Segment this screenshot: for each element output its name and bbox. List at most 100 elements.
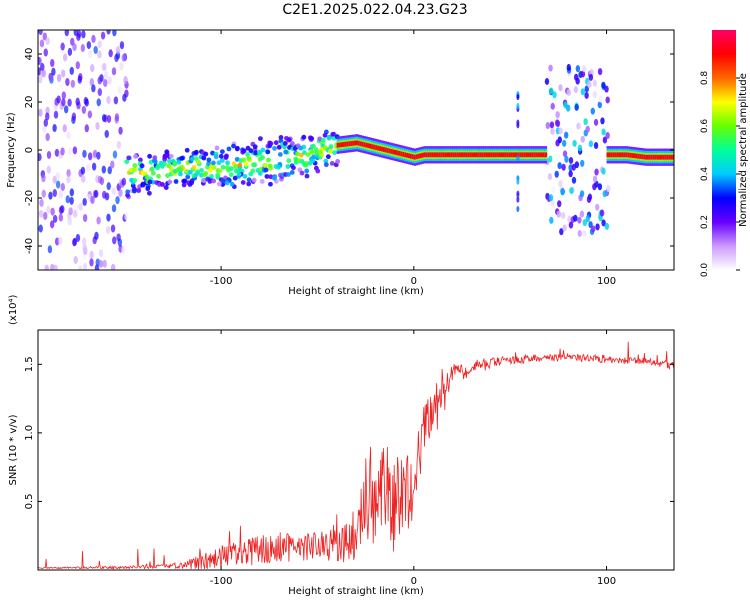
heatmap-cell <box>585 215 591 223</box>
heatmap-cell <box>260 155 265 160</box>
heatmap-cell <box>216 181 222 187</box>
heatmap-cell <box>551 186 556 194</box>
heatmap-cell <box>452 152 455 158</box>
heatmap-cell <box>72 237 78 246</box>
heatmap-cell <box>237 162 243 168</box>
heatmap-cell <box>592 79 598 87</box>
heatmap-cell <box>548 194 554 202</box>
heatmap-cell <box>588 73 594 81</box>
heatmap-cell <box>369 143 372 149</box>
heatmap-cell <box>74 203 80 212</box>
heatmap-cell <box>361 141 365 147</box>
heatmap-cell <box>99 177 105 186</box>
x-tick-label: 100 <box>597 576 616 587</box>
heatmap-cell <box>408 153 411 159</box>
heatmap-cell <box>392 149 395 155</box>
heatmap-cell <box>329 160 335 166</box>
heatmap-cell <box>223 155 229 160</box>
heatmap-cell <box>601 128 606 136</box>
heatmap-cell <box>169 153 174 159</box>
heatmap-cell <box>558 127 563 135</box>
heatmap-cell <box>318 149 323 155</box>
heatmap-cell <box>583 118 588 126</box>
heatmap-cell <box>263 167 269 173</box>
heatmap-cell <box>394 150 397 155</box>
heatmap-cell <box>573 214 578 222</box>
heatmap-cell <box>550 127 555 135</box>
heatmap-cell <box>584 91 589 99</box>
heatmap-cell <box>125 189 131 195</box>
heatmap-cell <box>580 70 586 78</box>
heatmap-cell <box>377 145 380 151</box>
heatmap-cell <box>282 140 288 146</box>
heatmap-cell <box>161 161 167 167</box>
heatmap-cell <box>82 214 88 223</box>
heatmap-cell <box>58 190 63 199</box>
heatmap-cell <box>396 150 399 156</box>
heatmap-cell <box>648 154 652 160</box>
heatmap-cell <box>206 157 212 163</box>
heatmap-cell <box>122 93 127 102</box>
heatmap-cell <box>411 154 415 160</box>
heatmap-cell <box>58 213 64 222</box>
heatmap-cell <box>544 77 550 85</box>
heatmap-cell <box>56 73 62 82</box>
heatmap-cell <box>386 148 390 153</box>
heatmap-cell <box>427 152 430 158</box>
heatmap-cell <box>554 170 559 178</box>
heatmap-cell <box>60 147 65 156</box>
heatmap-cell <box>431 152 434 158</box>
heatmap-cell <box>516 196 520 203</box>
heatmap-cell <box>298 152 304 158</box>
heatmap-cell <box>575 77 580 85</box>
heatmap-cell <box>164 149 170 155</box>
heatmap-cell <box>182 178 188 184</box>
heatmap-cell <box>61 91 67 100</box>
heatmap-cell <box>388 148 391 154</box>
heatmap-cell <box>562 150 568 158</box>
heatmap-cell <box>73 255 78 264</box>
heatmap-cell <box>139 163 145 169</box>
heatmap-cell <box>233 164 239 169</box>
heatmap-cell <box>104 129 109 138</box>
heatmap-cell <box>456 152 459 158</box>
x-tick-label: -100 <box>210 576 233 587</box>
heatmap-cell <box>574 161 580 169</box>
heatmap-cell <box>332 150 338 156</box>
heatmap-cell <box>101 114 107 123</box>
heatmap-cell <box>462 152 465 158</box>
heatmap-cell <box>51 67 56 76</box>
heatmap-cell <box>354 140 357 146</box>
heatmap-cell <box>67 98 72 107</box>
heatmap-cell <box>325 154 331 160</box>
heatmap-cell <box>335 158 341 164</box>
heatmap-cell <box>59 81 64 90</box>
heatmap-cell <box>45 133 50 142</box>
heatmap-cell <box>106 182 111 191</box>
heatmap-cell <box>510 152 513 158</box>
heatmap-cell <box>184 147 190 153</box>
heatmap-cell <box>70 79 76 88</box>
heatmap-cell <box>276 164 281 170</box>
heatmap-cell <box>631 153 634 158</box>
figure-title: C2E1.2025.022.04.23.G23 <box>282 2 468 18</box>
snr-frame <box>37 329 675 571</box>
heatmap-cell <box>199 167 204 173</box>
snr-x-label: Height of straight line (km) <box>288 586 424 597</box>
heatmap-cell <box>95 122 100 131</box>
heatmap-cell <box>552 91 557 99</box>
heatmap-cell <box>301 134 307 140</box>
x-tick-label: 0 <box>411 576 417 587</box>
heatmap-cell <box>633 153 636 159</box>
heatmap-cell <box>363 142 366 148</box>
heatmap-cell <box>650 154 654 160</box>
heatmap-cell <box>46 150 52 159</box>
heatmap-cell <box>592 175 598 183</box>
heatmap-panel: -100 0 100 -40 -20 0 20 40 Height of straight … <box>6 29 675 297</box>
heatmap-cell <box>592 183 597 191</box>
heatmap-cell <box>381 146 384 152</box>
heatmap-cell <box>116 140 122 149</box>
heatmap-cell <box>492 152 496 158</box>
heatmap-cell <box>102 259 107 268</box>
